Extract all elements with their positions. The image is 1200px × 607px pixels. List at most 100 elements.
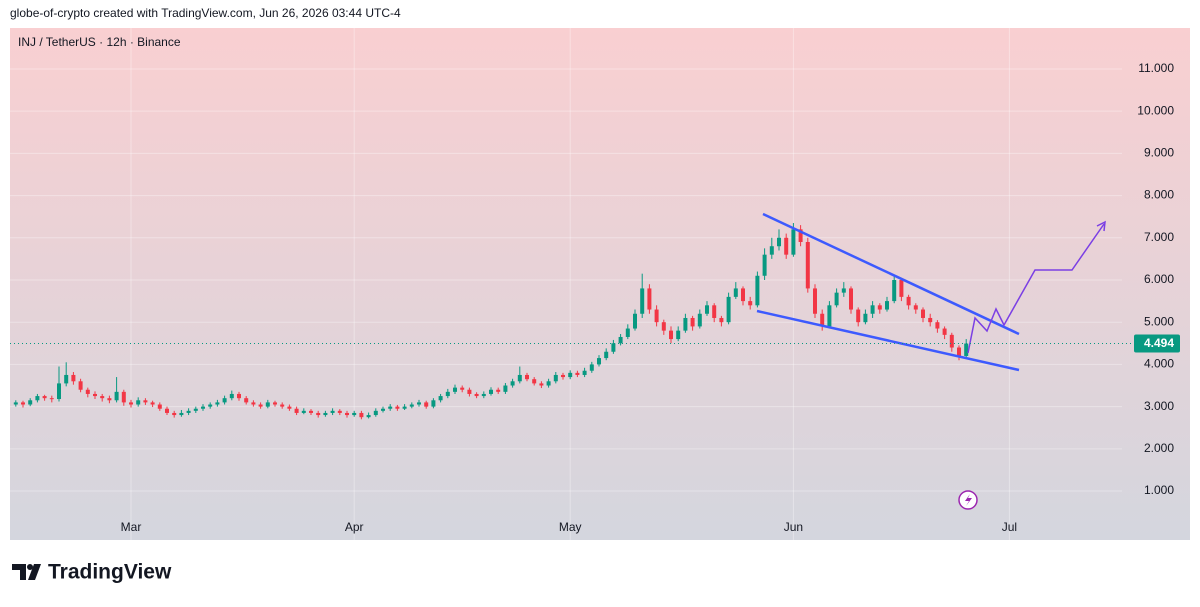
candle-body bbox=[669, 330, 673, 340]
candle-body bbox=[654, 309, 659, 323]
y-tick-label: 5.000 bbox=[1144, 314, 1174, 328]
lightning-glyph bbox=[965, 494, 972, 506]
candle-body bbox=[877, 305, 882, 310]
candle-body bbox=[935, 322, 940, 329]
candle-body bbox=[424, 402, 429, 407]
candle-body bbox=[244, 398, 249, 403]
symbol-title: INJ / TetherUS · 12h · Binance bbox=[18, 35, 181, 49]
candle-body bbox=[625, 328, 630, 337]
candle-body bbox=[496, 389, 501, 392]
candle-body bbox=[172, 412, 177, 416]
candle-body bbox=[107, 398, 112, 401]
candle-body bbox=[251, 402, 256, 405]
candle-body bbox=[273, 402, 277, 405]
candle-body bbox=[568, 372, 573, 378]
candle-body bbox=[373, 410, 378, 416]
candle-body bbox=[705, 305, 709, 314]
last-price-label: 4.494 bbox=[1144, 336, 1174, 350]
candle-body bbox=[467, 389, 472, 394]
candle-body bbox=[690, 317, 695, 327]
candle-body bbox=[561, 374, 565, 378]
upper-trendline bbox=[762, 212, 1020, 336]
candle-body bbox=[899, 279, 904, 297]
y-tick-label: 7.000 bbox=[1144, 230, 1174, 244]
candle-body bbox=[834, 292, 839, 306]
candle-body bbox=[539, 383, 544, 386]
candle-body bbox=[287, 406, 292, 409]
candle-body bbox=[21, 402, 25, 405]
candle-body bbox=[93, 393, 97, 397]
candle-body bbox=[647, 288, 652, 310]
candle-body bbox=[460, 387, 465, 390]
candle-body bbox=[604, 351, 609, 359]
candle-body bbox=[323, 412, 328, 416]
candle-body bbox=[42, 396, 47, 399]
candle-body bbox=[337, 410, 342, 413]
plot-area bbox=[13, 223, 969, 420]
candle-body bbox=[769, 246, 774, 255]
projection-arrowhead bbox=[1096, 220, 1106, 232]
y-tick-label: 10.000 bbox=[1137, 103, 1174, 117]
candle-body bbox=[28, 400, 33, 405]
candle-body bbox=[805, 242, 810, 289]
candle-body bbox=[733, 288, 738, 297]
candle-body bbox=[510, 381, 515, 386]
x-tick-label: Jul bbox=[1002, 520, 1017, 534]
candle-body bbox=[726, 296, 731, 323]
candle-body bbox=[813, 288, 817, 314]
candle-body bbox=[359, 412, 364, 418]
candle-body bbox=[849, 288, 853, 310]
candle-body bbox=[589, 364, 594, 371]
candle-body bbox=[553, 374, 558, 382]
candle-body bbox=[697, 313, 702, 327]
candle-body bbox=[431, 400, 436, 407]
candle-body bbox=[928, 317, 933, 323]
y-tick-label: 2.000 bbox=[1144, 441, 1174, 455]
candle-body bbox=[748, 301, 753, 306]
candle-body bbox=[258, 404, 263, 407]
candle-body bbox=[222, 398, 227, 403]
candle-body bbox=[316, 412, 321, 416]
candle-body bbox=[741, 288, 745, 302]
candle-body bbox=[777, 237, 781, 247]
candle-body bbox=[388, 406, 393, 409]
candle-body bbox=[64, 374, 69, 384]
candle-body bbox=[863, 313, 868, 323]
candle-body bbox=[474, 393, 479, 397]
candle-body bbox=[121, 391, 126, 403]
candle-body bbox=[712, 305, 717, 318]
candle-body bbox=[417, 402, 421, 405]
candle-body bbox=[892, 279, 897, 302]
y-tick-label: 1.000 bbox=[1144, 483, 1174, 497]
candle-body bbox=[114, 391, 119, 401]
candle-body bbox=[208, 404, 213, 407]
y-tick-label: 11.000 bbox=[1138, 61, 1174, 75]
candle-body bbox=[640, 288, 645, 314]
candle-body bbox=[49, 398, 54, 400]
candle-body bbox=[870, 305, 875, 314]
candle-body bbox=[395, 406, 400, 409]
candle-body bbox=[885, 301, 889, 310]
candle-body bbox=[611, 343, 616, 352]
candle-body bbox=[633, 313, 637, 329]
candle-body bbox=[913, 305, 918, 310]
candle-body bbox=[820, 313, 825, 327]
x-tick-label: Apr bbox=[345, 520, 364, 534]
logo-mark bbox=[12, 564, 41, 580]
candle-body bbox=[179, 412, 184, 416]
candle-body bbox=[381, 408, 385, 411]
candle-body bbox=[676, 330, 681, 340]
candle-body bbox=[856, 309, 861, 323]
logo: TradingView bbox=[12, 561, 172, 584]
candle-body bbox=[201, 406, 205, 409]
candle-body bbox=[193, 408, 198, 411]
candle-body bbox=[71, 374, 76, 382]
candle-body bbox=[683, 317, 688, 331]
candle-body bbox=[532, 379, 537, 384]
candle-body bbox=[265, 402, 270, 407]
candle-body bbox=[762, 254, 767, 276]
candle-body bbox=[35, 396, 40, 401]
candle-body bbox=[841, 288, 846, 293]
candle-body bbox=[453, 387, 457, 392]
